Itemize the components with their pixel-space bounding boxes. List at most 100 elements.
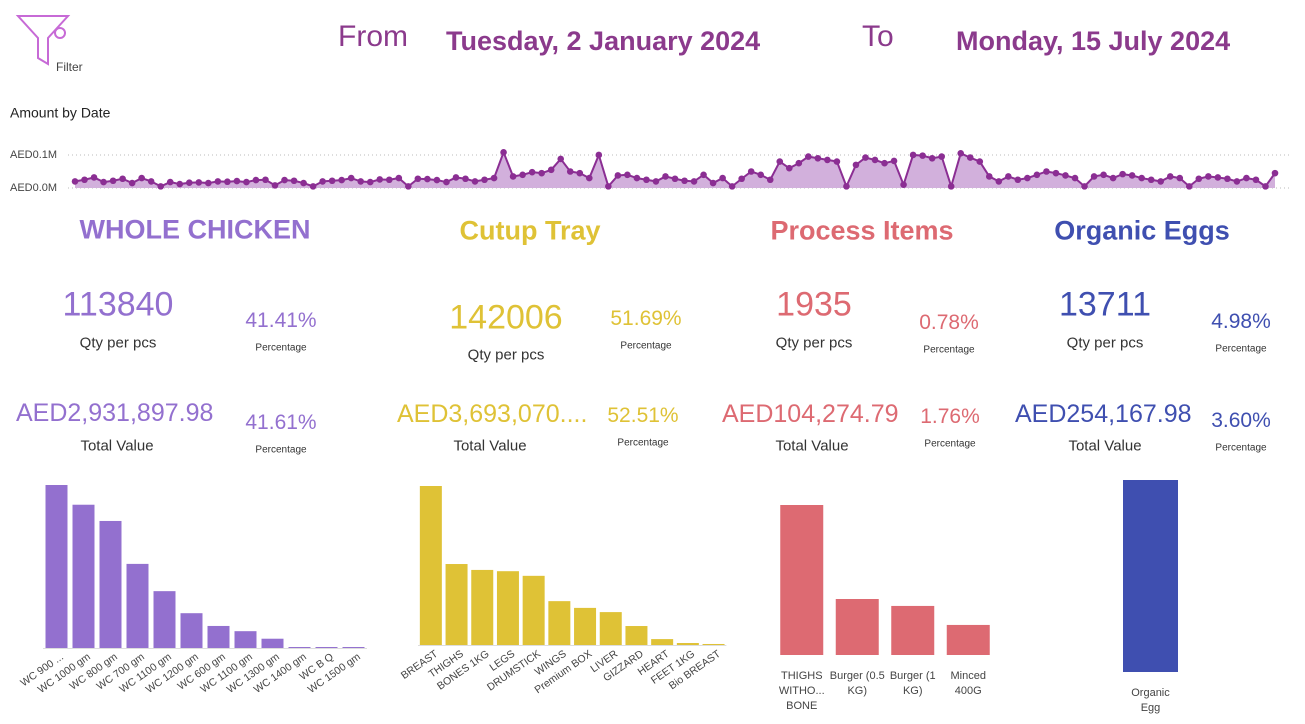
bar: [835, 599, 879, 655]
bar: [288, 647, 311, 648]
kpi-value-pct: 41.61%: [245, 411, 317, 434]
x-tick-label: Minced 400G: [950, 670, 986, 697]
line-point: [443, 178, 450, 186]
line-point: [262, 176, 269, 184]
line-point: [919, 152, 926, 159]
kpi-total-value: AED254,167.98: [1015, 400, 1192, 428]
kpi-qty-label: Qty per pcs: [1066, 334, 1144, 352]
line-point: [1062, 172, 1069, 179]
line-point: [1090, 173, 1098, 180]
kpi-qty-pct-label: Percentage: [923, 344, 975, 356]
line-point: [557, 155, 565, 163]
line-point: [805, 153, 812, 160]
bar: [445, 564, 468, 645]
line-point: [1214, 174, 1222, 181]
line-point: [1109, 174, 1117, 182]
line-point: [1205, 173, 1212, 180]
line-point: [433, 176, 441, 184]
line-point: [585, 174, 593, 182]
line-point: [338, 176, 345, 184]
line-point: [833, 158, 841, 165]
line-point: [747, 168, 755, 175]
kpi-qty: 13711: [1058, 285, 1152, 324]
from-date[interactable]: Tuesday, 2 January 2024: [446, 26, 761, 56]
line-point: [1157, 178, 1165, 185]
kpi-value-pct-label: Percentage: [617, 437, 669, 449]
line-point: [109, 177, 117, 185]
line-point: [890, 157, 898, 165]
line-point: [119, 175, 126, 183]
kpi-value-pct-label: Percentage: [1215, 442, 1267, 454]
line-point: [605, 183, 612, 190]
bar: [599, 612, 622, 645]
line-point: [385, 176, 393, 184]
line-point: [928, 154, 936, 162]
line-point: [90, 174, 98, 181]
line-point: [319, 178, 326, 185]
bar: [651, 639, 674, 645]
bar: [548, 601, 571, 645]
kpi-qty-pct-label: Percentage: [1215, 343, 1267, 355]
line-point: [966, 154, 974, 161]
line-point: [157, 183, 165, 190]
kpi-title: Cutup Tray: [459, 215, 601, 246]
bar: [574, 607, 597, 645]
bar: [780, 505, 824, 655]
x-tick-label: Burger (0.5 KG): [829, 670, 885, 697]
bar: [496, 571, 519, 645]
line-point: [1100, 171, 1107, 179]
to-date[interactable]: Monday, 15 July 2024: [956, 26, 1231, 56]
line-point: [471, 178, 479, 185]
line-point: [1185, 183, 1193, 190]
kpi-qty-label: Qty per pcs: [775, 334, 853, 352]
line-point: [547, 166, 555, 174]
line-point: [985, 173, 993, 180]
filter-icon[interactable]: [15, 15, 71, 66]
line-point: [1119, 170, 1126, 178]
line-point: [424, 175, 431, 183]
line-point: [147, 178, 155, 185]
line-point: [624, 171, 631, 179]
bar: [522, 575, 545, 645]
kpi-total-value: AED3,693,070....: [397, 400, 588, 428]
bar: [153, 591, 176, 648]
y-tick-label: AED0.0M: [10, 182, 57, 194]
line-point: [643, 176, 650, 184]
kpi-value-pct: 3.60%: [1211, 409, 1271, 432]
line-point: [176, 180, 184, 188]
line-point: [243, 178, 250, 186]
line-point: [1033, 171, 1041, 179]
kpi-total-value: AED104,274.79: [722, 400, 899, 428]
bar: [946, 624, 990, 655]
line-point: [738, 175, 745, 183]
kpi-value-label: Total Value: [453, 437, 527, 455]
bar: [342, 647, 365, 648]
line-point: [519, 171, 526, 179]
bar: [625, 626, 648, 645]
bar: [234, 631, 257, 648]
line-title: Amount by Date: [10, 105, 111, 121]
kpi-qty-label: Qty per pcs: [79, 334, 157, 352]
kpi-value-pct-label: Percentage: [255, 444, 307, 456]
line-point: [138, 174, 145, 182]
x-tick-label: Organic Egg: [1131, 687, 1170, 714]
line-point: [81, 176, 88, 184]
line-point: [528, 168, 536, 176]
line-point: [1243, 174, 1250, 182]
kpi-qty: 113840: [62, 285, 174, 324]
line-point: [957, 150, 965, 157]
line-point: [824, 156, 831, 164]
line-point: [947, 183, 955, 190]
filter-label[interactable]: Filter: [56, 60, 83, 74]
kpi-qty-pct: 51.69%: [610, 307, 682, 330]
kpi-qty: 1935: [776, 285, 852, 324]
line-point: [1252, 176, 1260, 184]
line-point: [452, 174, 460, 181]
line-point: [1052, 169, 1060, 177]
kpi-qty-pct: 0.78%: [919, 311, 979, 334]
line-point: [652, 178, 660, 185]
bar: [702, 643, 725, 645]
line-point: [347, 174, 355, 182]
bar: [471, 569, 494, 645]
line-point: [595, 151, 603, 159]
